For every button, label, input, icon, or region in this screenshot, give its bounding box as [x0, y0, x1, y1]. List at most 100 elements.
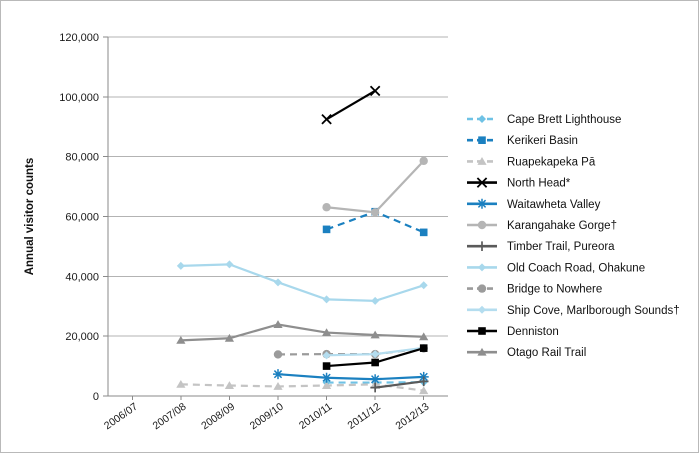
- legend-item[interactable]: Kerikeri Basin: [467, 135, 578, 147]
- data-point: [321, 381, 332, 389]
- data-point: [322, 203, 331, 212]
- data-point: [321, 372, 332, 383]
- data-point: [176, 261, 185, 270]
- data-point: [321, 328, 332, 337]
- data-point: [273, 382, 283, 390]
- data-point: [477, 220, 487, 230]
- legend-item[interactable]: North Head*: [467, 177, 571, 190]
- y-tick-label: 0: [93, 391, 99, 403]
- series-line: [180, 323, 424, 342]
- legend: Cape Brett Lighthouse Kerikeri Basin Ruape…: [467, 114, 680, 359]
- legend-item[interactable]: Denniston: [467, 326, 559, 338]
- legend-label: Waitawheta Valley: [507, 199, 601, 211]
- y-tick-label: 100,000: [59, 92, 99, 104]
- data-point: [176, 379, 186, 388]
- series-8: [273, 344, 428, 359]
- data-point: [418, 376, 429, 387]
- legend-label: Timber Trail, Pureora: [507, 241, 615, 253]
- data-point: [419, 228, 428, 237]
- x-tick-label: 2010/11: [297, 401, 334, 432]
- data-point: [419, 281, 428, 290]
- y-tick-label: 80,000: [65, 152, 99, 164]
- y-tick-label: 120,000: [59, 32, 99, 44]
- data-point: [273, 350, 283, 359]
- series-line: [375, 380, 424, 389]
- legend-label: Otago Rail Trail: [507, 347, 586, 359]
- data-point: [369, 85, 381, 97]
- legend-item[interactable]: Bridge to Nowhere: [467, 284, 602, 296]
- series-5: [322, 156, 428, 217]
- legend-label: Cape Brett Lighthouse: [507, 114, 621, 126]
- x-tick-label: 2012/13: [393, 401, 431, 433]
- data-point: [224, 333, 235, 342]
- y-tick-label: 40,000: [65, 271, 99, 283]
- data-point: [371, 296, 380, 305]
- data-point: [476, 177, 488, 188]
- data-point: [371, 350, 380, 359]
- series-line: [180, 263, 425, 302]
- x-tick-labels: 2006/07 2007/08 2008/09 2009/10 2010/11 2011/…: [102, 396, 432, 432]
- data-point: [225, 260, 234, 269]
- legend-label: Kerikeri Basin: [507, 135, 578, 147]
- data-point: [477, 198, 487, 209]
- data-point: [477, 347, 487, 356]
- data-point: [273, 369, 283, 380]
- series-line: [180, 383, 424, 392]
- series-line: [326, 160, 425, 214]
- data-point: [419, 344, 428, 352]
- data-point: [478, 115, 486, 123]
- series-3: [321, 85, 381, 125]
- x-tick-label: 2011/12: [346, 401, 383, 432]
- data-point: [370, 208, 380, 217]
- data-point: [322, 225, 331, 234]
- legend-item[interactable]: Otago Rail Trail: [467, 347, 586, 359]
- data-point: [176, 335, 186, 344]
- data-point: [273, 320, 283, 328]
- y-axis-title: Annual visitor counts: [24, 158, 36, 276]
- series-line: [326, 89, 376, 121]
- legend-item[interactable]: Cape Brett Lighthouse: [467, 114, 621, 126]
- legend-item[interactable]: Old Coach Road, Ohakune: [467, 262, 645, 274]
- y-tick-label: 20,000: [65, 331, 99, 343]
- x-tick-label: 2009/10: [248, 401, 286, 433]
- data-point: [478, 327, 486, 335]
- data-point: [419, 332, 429, 341]
- data-point: [322, 295, 331, 304]
- legend-item[interactable]: Karangahake Gorge†: [467, 220, 617, 232]
- y-tick-label: 60,000: [65, 212, 99, 224]
- series-11: [176, 320, 429, 344]
- data-point: [419, 156, 428, 166]
- series-7: [176, 260, 428, 305]
- data-point: [370, 330, 380, 339]
- legend-label: Bridge to Nowhere: [507, 284, 602, 296]
- x-tick-label: 2006/07: [102, 401, 140, 433]
- legend-label: Old Coach Road, Ohakune: [507, 262, 645, 274]
- legend-label: Denniston: [507, 326, 559, 338]
- legend-item[interactable]: Waitawheta Valley: [467, 198, 601, 211]
- legend-label: North Head*: [507, 178, 571, 190]
- data-point: [478, 263, 486, 272]
- data-point: [322, 351, 331, 360]
- legend-item[interactable]: Timber Trail, Pureora: [467, 241, 615, 253]
- legend-label: Ruapekapeka Pā: [507, 156, 596, 168]
- x-tick-label: 2007/08: [151, 401, 189, 433]
- data-point: [478, 136, 486, 144]
- legend-item[interactable]: Ship Cove, Marlborough Sounds†: [467, 305, 680, 317]
- data-point: [370, 382, 380, 393]
- x-tick-label: 2008/09: [199, 401, 237, 433]
- data-point: [477, 241, 487, 251]
- series-10: [322, 344, 428, 370]
- data-point: [371, 358, 379, 367]
- data-point: [321, 114, 332, 125]
- series-line: [277, 373, 424, 381]
- legend-item[interactable]: Ruapekapeka Pā: [467, 156, 596, 168]
- data-point: [478, 305, 486, 314]
- series-4: [273, 369, 429, 385]
- data-point: [477, 157, 487, 165]
- legend-label: Karangahake Gorge†: [507, 220, 617, 232]
- data-point: [419, 386, 429, 395]
- series-layer: [176, 85, 429, 395]
- series-2: [176, 379, 429, 395]
